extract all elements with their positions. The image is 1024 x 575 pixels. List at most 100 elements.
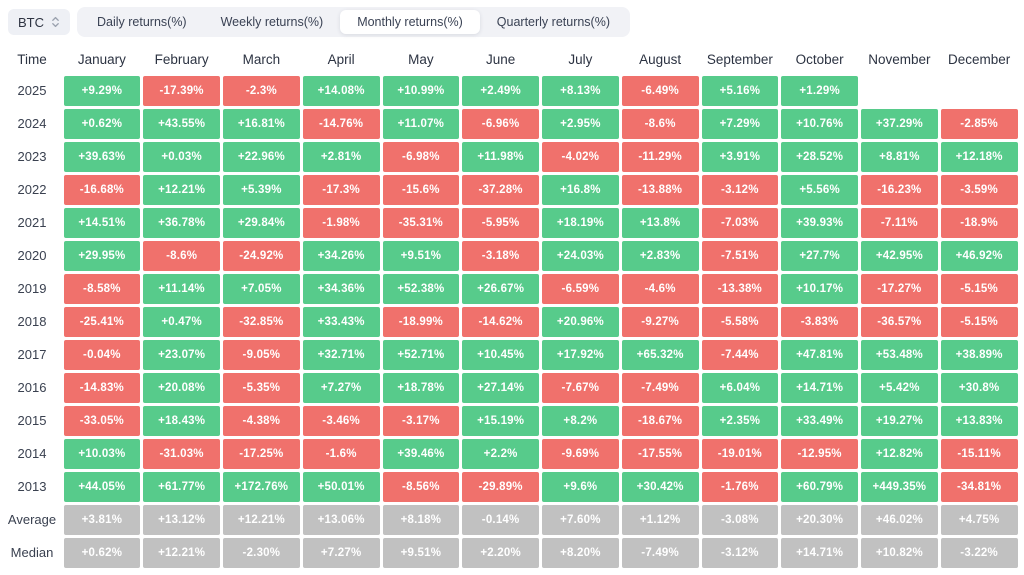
row-label: Average <box>7 512 57 527</box>
return-cell: +9.51% <box>382 240 460 271</box>
return-cell: +18.78% <box>382 372 460 403</box>
tab-daily-returns[interactable]: Daily returns(%) <box>97 15 187 29</box>
return-cell: -3.83% <box>781 306 858 337</box>
return-cell: +36.78% <box>143 207 220 238</box>
return-cell: +1.12% <box>621 504 699 535</box>
table-row-2024: 2024 +0.62% +43.55% +16.81% -14.76% +11.07% -6… <box>2 107 1019 140</box>
return-cell: -3.08% <box>701 504 779 535</box>
return-cell: -7.11% <box>861 207 938 238</box>
return-cell: +14.08% <box>302 75 380 106</box>
column-header-february: February <box>154 51 209 67</box>
return-cell: +11.07% <box>382 108 460 139</box>
return-cell: -17.39% <box>143 75 220 106</box>
return-cell: -7.49% <box>621 372 699 403</box>
return-cell: +18.19% <box>542 207 619 238</box>
return-cell: -12.95% <box>781 438 858 469</box>
return-cell: -15.6% <box>382 174 460 205</box>
table-row-2013: 2013 +44.05% +61.77% +172.76% +50.01% -8.56% -… <box>2 470 1019 503</box>
return-cell: +28.52% <box>781 141 858 172</box>
return-cell: +12.18% <box>940 141 1018 172</box>
table-row-2018: 2018 -25.41% +0.47% -32.85% +33.43% -18.99% -1… <box>2 305 1019 338</box>
return-cell: -9.69% <box>542 438 619 469</box>
row-label: 2013 <box>17 479 47 494</box>
return-cell: -14.76% <box>302 108 380 139</box>
table-row-2022: 2022 -16.68% +12.21% +5.39% -17.3% -15.6% -37.… <box>2 173 1019 206</box>
return-cell: -7.51% <box>701 240 779 271</box>
return-cell: -1.98% <box>302 207 380 238</box>
return-cell: +2.2% <box>462 438 539 469</box>
return-cell: +2.49% <box>462 75 539 106</box>
return-cell: +53.48% <box>861 339 938 370</box>
return-cell: +8.13% <box>542 75 619 106</box>
return-cell: +23.07% <box>143 339 220 370</box>
symbol-label: BTC <box>18 14 44 30</box>
return-cell: +17.92% <box>542 339 619 370</box>
symbol-selector[interactable]: BTC <box>8 9 70 35</box>
tab-monthly-returns[interactable]: Monthly returns(%) <box>340 10 480 34</box>
return-cell: +34.36% <box>302 273 380 304</box>
return-cell: +39.93% <box>781 207 858 238</box>
return-cell: +5.39% <box>223 174 300 205</box>
return-cell: -31.03% <box>143 438 220 469</box>
return-cell: -3.59% <box>940 174 1018 205</box>
return-cell: +10.99% <box>382 75 460 106</box>
return-cell: -6.49% <box>621 75 699 106</box>
row-label: 2015 <box>17 413 47 428</box>
return-cell: -3.12% <box>701 537 779 568</box>
return-cell: +2.83% <box>621 240 699 271</box>
return-cell: +2.35% <box>701 405 779 436</box>
return-cell: -1.76% <box>701 471 779 502</box>
column-header-july: July <box>568 51 593 67</box>
return-cell: +7.27% <box>302 537 380 568</box>
return-cell: +16.8% <box>542 174 619 205</box>
column-header-august: August <box>639 51 682 67</box>
column-header-march: March <box>242 51 281 67</box>
returns-period-tabs: Daily returns(%) Weekly returns(%) Month… <box>77 7 631 37</box>
return-cell: +0.03% <box>143 141 220 172</box>
row-label: 2023 <box>17 149 47 164</box>
return-cell: -6.96% <box>462 108 539 139</box>
return-cell: +9.29% <box>63 75 141 106</box>
return-cell: +38.89% <box>940 339 1018 370</box>
return-cell: +10.76% <box>781 108 858 139</box>
row-label: 2024 <box>17 116 47 131</box>
table-header-row: Time January February March April May June July… <box>2 44 1019 74</box>
return-cell: -5.35% <box>223 372 300 403</box>
return-cell: +14.71% <box>781 537 858 568</box>
return-cell: -17.25% <box>223 438 300 469</box>
return-cell: +22.96% <box>223 141 300 172</box>
tab-quarterly-returns[interactable]: Quarterly returns(%) <box>496 15 611 29</box>
return-cell: -3.22% <box>940 537 1018 568</box>
return-cell: +0.62% <box>63 108 141 139</box>
return-cell: -8.6% <box>143 240 220 271</box>
table-row-2015: 2015 -33.05% +18.43% -4.38% -3.46% -3.17% +15.… <box>2 404 1019 437</box>
return-cell: +13.06% <box>302 504 380 535</box>
return-cell: -24.92% <box>223 240 300 271</box>
row-label: 2016 <box>17 380 47 395</box>
return-cell: -17.3% <box>302 174 380 205</box>
return-cell: -7.49% <box>621 537 699 568</box>
return-cell: +3.91% <box>701 141 779 172</box>
return-cell: -3.12% <box>701 174 779 205</box>
return-cell: +47.81% <box>781 339 858 370</box>
return-cell: +30.8% <box>940 372 1018 403</box>
return-cell: +4.75% <box>940 504 1018 535</box>
return-cell: +14.71% <box>781 372 858 403</box>
return-cell: +46.92% <box>940 240 1018 271</box>
return-cell: +37.29% <box>861 108 938 139</box>
return-cell: -5.95% <box>462 207 539 238</box>
return-cell: -8.6% <box>621 108 699 139</box>
table-row-2021: 2021 +14.51% +36.78% +29.84% -1.98% -35.31% -5… <box>2 206 1019 239</box>
returns-table: Time January February March April May June July… <box>0 42 1024 569</box>
return-cell: +43.55% <box>143 108 220 139</box>
row-label: 2014 <box>17 446 47 461</box>
empty-cell <box>861 76 938 106</box>
return-cell: +3.81% <box>63 504 141 535</box>
return-cell: -8.58% <box>63 273 141 304</box>
return-cell: +2.20% <box>462 537 539 568</box>
return-cell: -18.67% <box>621 405 699 436</box>
tab-weekly-returns[interactable]: Weekly returns(%) <box>220 15 324 29</box>
return-cell: +42.95% <box>861 240 938 271</box>
return-cell: -16.68% <box>63 174 141 205</box>
return-cell: +7.27% <box>302 372 380 403</box>
